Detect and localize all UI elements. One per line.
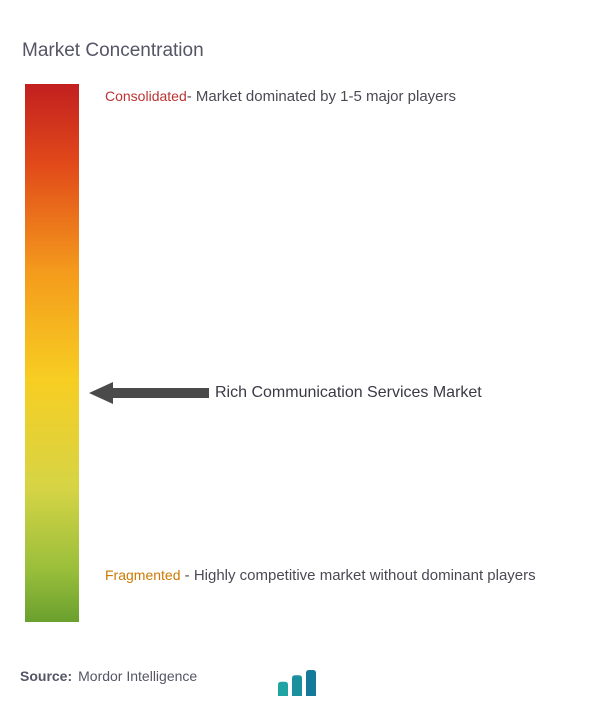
fragmented-text: - Highly competitive market without domi… bbox=[180, 567, 535, 584]
fragmented-anchor: Fragmented - Highly competitive market w… bbox=[105, 562, 566, 591]
mordor-logo-icon bbox=[276, 668, 320, 696]
page-title: Market Concentration bbox=[22, 40, 576, 62]
arrow-left-icon bbox=[89, 381, 209, 405]
gradient-scale-bar bbox=[25, 84, 79, 622]
market-pointer: Rich Communication Services Market bbox=[89, 381, 482, 405]
consolidated-anchor: Consolidated- Market dominated by 1-5 ma… bbox=[105, 86, 566, 109]
consolidated-text: - Market dominated by 1-5 major players bbox=[187, 88, 456, 105]
source-label: Source: bbox=[20, 668, 72, 684]
market-label: Rich Communication Services Market bbox=[215, 384, 482, 402]
concentration-chart: Consolidated- Market dominated by 1-5 ma… bbox=[25, 84, 576, 622]
consolidated-tag: Consolidated bbox=[105, 88, 187, 104]
source-value: Mordor Intelligence bbox=[78, 668, 197, 684]
fragmented-tag: Fragmented bbox=[105, 567, 180, 583]
